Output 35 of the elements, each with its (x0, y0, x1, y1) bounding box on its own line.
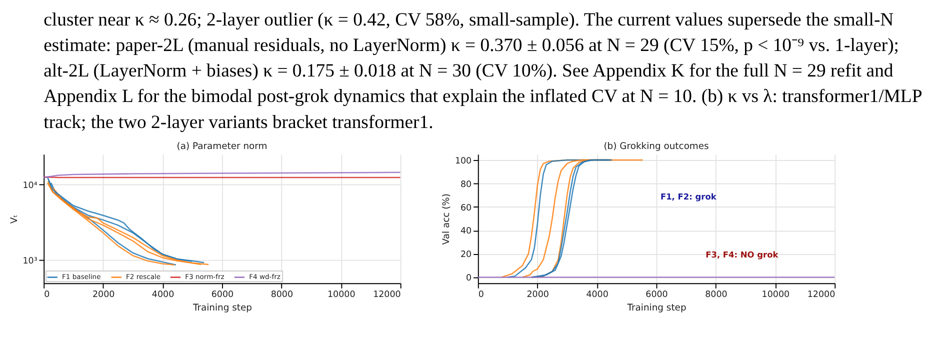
annotation: F3, F4: NO grok (706, 250, 779, 260)
x-tick-label: 6000 (211, 290, 234, 300)
x-axis-title: Training step (192, 302, 252, 314)
x-tick-label: 10000 (328, 290, 356, 300)
text: track; the two 2-layer variants bracket transformer1. (44, 112, 434, 133)
y-tick-label: 100 (454, 156, 472, 166)
x-tick-label: 8000 (270, 290, 294, 300)
y-tick-label: 20 (460, 250, 472, 260)
x-axis-title: Training step (626, 302, 686, 314)
x-tick-label: 8000 (705, 290, 728, 300)
x-tick-label: 4000 (152, 290, 174, 300)
x-tick-label: 12000 (807, 290, 836, 300)
x-tick-label: 0 (44, 290, 50, 300)
x-tick-label: 4000 (586, 290, 608, 300)
y-axis-title: Val acc (%) (441, 194, 452, 245)
y-tick-label: 10³ (22, 256, 38, 267)
y-axis-title: Vₜ (8, 214, 20, 224)
annotation: F1, F2: grok (660, 192, 717, 202)
x-tick-label: 6000 (646, 290, 668, 300)
x-tick-label: 2000 (92, 290, 115, 300)
text: Appendix L for the bimodal post-grok dynamics that explain the inflated CV at N = 10. (b) κ vs λ: transformer1/MLP (44, 86, 922, 108)
y-tick-label: 60 (460, 203, 472, 214)
x-tick-label: 0 (478, 290, 484, 300)
y-tick-label: 0 (466, 274, 472, 284)
y-tick-label: 10⁴ (22, 180, 38, 191)
y-tick-label: 80 (460, 180, 472, 190)
x-tick-label: 10000 (762, 290, 790, 300)
x-tick-label: 2000 (526, 290, 549, 300)
text: cluster near κ ≈ 0.26; 2-layer outlier (κ = 0.42, CV 58%, small-sample). The current values supersede the small-N (44, 9, 894, 30)
y-tick-label: 40 (460, 226, 472, 237)
text: estimate: paper-2L (manual residuals, no LayerNorm) κ = 0.370 ± 0.056 at N = 29 (CV 15%, p < 10⁻⁹ vs. 1-layer); (44, 35, 900, 56)
chart-title: (a) Parameter norm (176, 140, 268, 152)
text: alt-2L (LayerNorm + biases) κ = 0.175 ± 0.018 at N = 30 (CV 10%). See Appendix K for the full N = 29 refit and (44, 60, 894, 82)
x-tick-label: 12000 (373, 290, 401, 300)
chart-title: (b) Grokking outcomes (604, 140, 710, 152)
